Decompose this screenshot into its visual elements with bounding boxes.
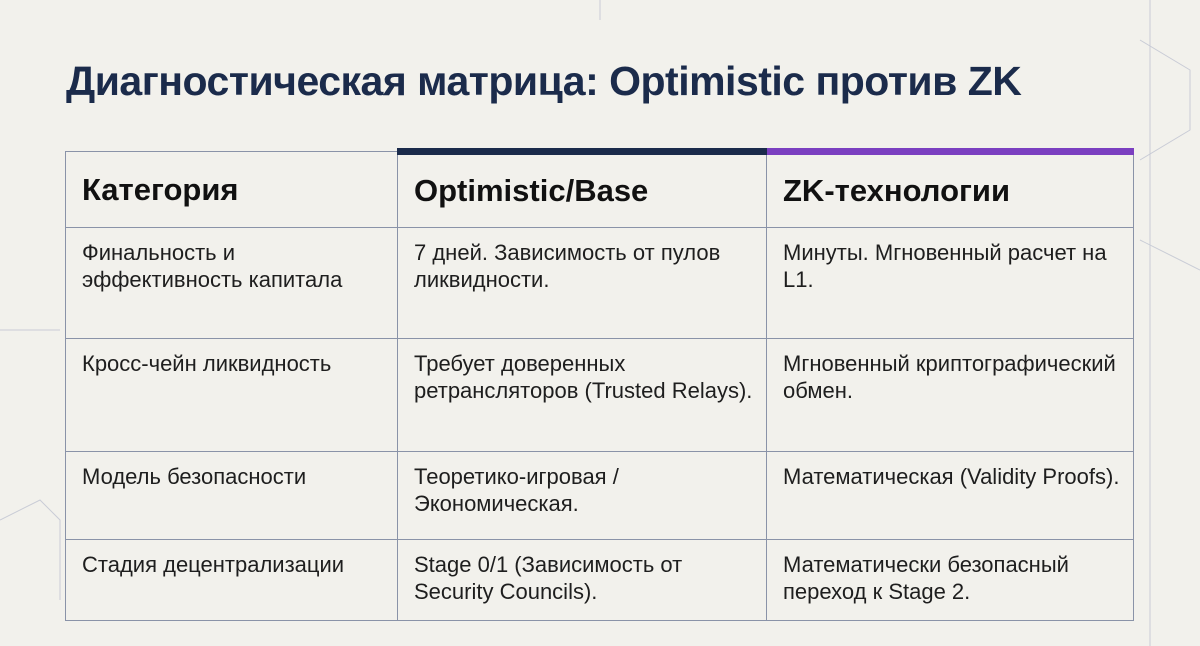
table-row: Кросс-чейн ликвидность Требует доверенных… — [65, 338, 1134, 452]
header-cell: ZK-технологии — [766, 148, 1134, 228]
table-cell: Стадия децентрализации — [65, 539, 398, 621]
slide-title: Диагностическая матрица: Optimistic прот… — [66, 58, 1022, 104]
table-cell: 7 дней. Зависимость от пулов ликвидности… — [397, 227, 767, 339]
header-cell: Optimistic/Base — [397, 148, 767, 228]
header-row: Категория Optimistic/Base ZK-технологии — [65, 148, 1134, 228]
table-cell: Математическая (Validity Proofs). — [766, 451, 1134, 540]
table-cell: Кросс-чейн ликвидность — [65, 338, 398, 452]
table-cell: Финальность и эффективность капитала — [65, 227, 398, 339]
table-cell: Модель безопасности — [65, 451, 398, 540]
table-row: Модель безопасности Теоретико-игровая / Э… — [65, 451, 1134, 540]
table-cell: Мгновенный криптографический обмен. — [766, 338, 1134, 452]
table-cell: Теоретико-игровая / Экономическая. — [397, 451, 767, 540]
table-row: Финальность и эффективность капитала 7 дн… — [65, 227, 1134, 339]
table-cell: Математически безопасный переход к Stage… — [766, 539, 1134, 621]
table-cell: Stage 0/1 (Зависимость от Security Counc… — [397, 539, 767, 621]
table-cell: Минуты. Мгновенный расчет на L1. — [766, 227, 1134, 339]
comparison-table: Категория Optimistic/Base ZK-технологии … — [65, 148, 1134, 621]
table-cell: Требует доверенных ретрансляторов (Trust… — [397, 338, 767, 452]
header-cell: Категория — [65, 151, 398, 228]
table-row: Стадия децентрализации Stage 0/1 (Зависим… — [65, 539, 1134, 621]
